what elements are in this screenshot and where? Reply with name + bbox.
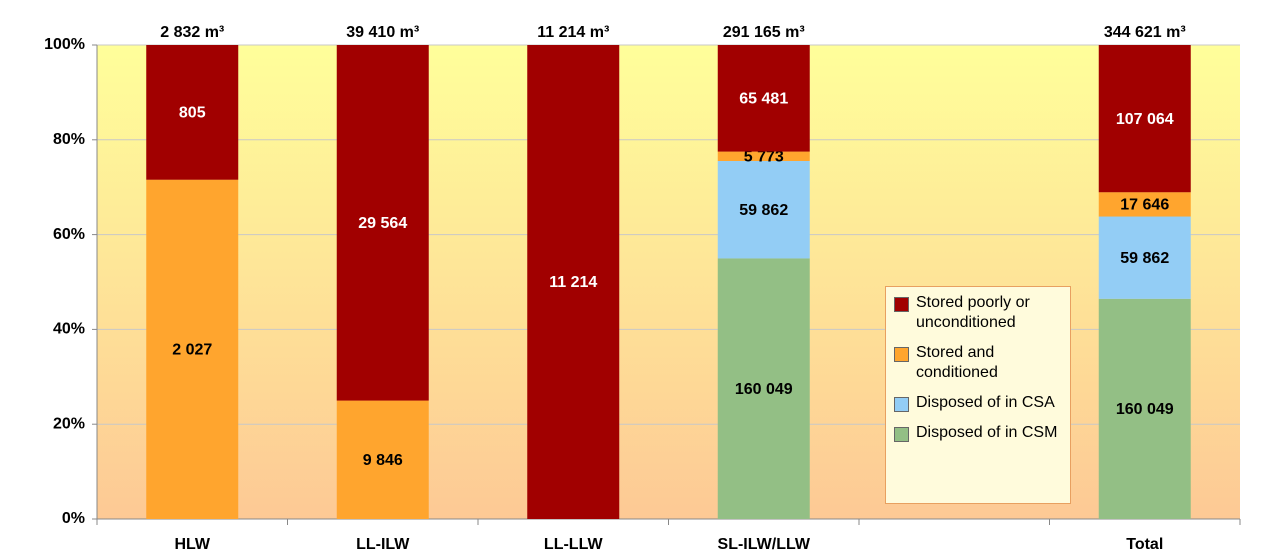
legend-item: Disposed of in CSA — [894, 393, 1062, 413]
legend-item: Stored poorly or unconditioned — [894, 293, 1062, 333]
data-label: 11 214 — [549, 274, 597, 291]
x-tick-label: Total — [1126, 536, 1163, 553]
bar-segment — [1098, 298, 1191, 519]
bar-segment — [1098, 216, 1191, 299]
data-label: 17 646 — [1120, 197, 1169, 214]
bar-segment — [1098, 192, 1191, 217]
data-label: 59 862 — [1120, 250, 1169, 267]
bar-segment — [146, 45, 239, 180]
legend-swatch — [894, 397, 909, 412]
bar-segment — [146, 179, 239, 519]
legend-swatch — [894, 347, 909, 362]
total-label: 291 165 m³ — [723, 24, 805, 41]
data-label: 5 773 — [744, 149, 784, 166]
bar-segment — [527, 45, 620, 519]
x-tick-label: HLW — [174, 536, 210, 553]
legend-item: Disposed of in CSM — [894, 423, 1062, 443]
legend-swatch — [894, 427, 909, 442]
data-label: 160 049 — [735, 381, 793, 398]
data-label: 805 — [179, 105, 206, 122]
total-label: 11 214 m³ — [537, 24, 609, 41]
data-label: 59 862 — [739, 202, 788, 219]
bar-segment — [336, 45, 429, 401]
bar-segment — [717, 160, 810, 259]
x-tick-label: LL-LLW — [544, 536, 604, 553]
legend-label: Disposed of in CSM — [916, 424, 1058, 441]
data-label: 29 564 — [358, 215, 407, 232]
legend: Stored poorly or unconditioned Stored and… — [885, 286, 1071, 504]
legend-label: Stored and conditioned — [916, 344, 998, 381]
data-label: 9 846 — [363, 452, 403, 469]
y-tick-label: 100% — [44, 36, 85, 53]
total-label: 2 832 m³ — [160, 24, 224, 41]
data-label: 65 481 — [739, 91, 788, 108]
bar-segment — [717, 258, 810, 519]
total-label: 39 410 m³ — [346, 24, 419, 41]
data-label: 107 064 — [1116, 111, 1174, 128]
legend-swatch — [894, 297, 909, 312]
y-tick-label: 0% — [62, 510, 85, 527]
legend-label: Disposed of in CSA — [916, 394, 1055, 411]
bar-segment — [1098, 45, 1191, 193]
x-tick-label: SL-ILW/LLW — [718, 536, 811, 553]
legend-item: Stored and conditioned — [894, 343, 1062, 383]
x-tick-label: LL-ILW — [356, 536, 410, 553]
data-label: 160 049 — [1116, 401, 1174, 418]
bar-segment — [717, 151, 810, 161]
y-tick-label: 60% — [53, 226, 85, 243]
y-tick-label: 40% — [53, 321, 85, 338]
data-label: 2 027 — [172, 342, 212, 359]
legend-label: Stored poorly or unconditioned — [916, 294, 1030, 331]
bar-segment — [336, 400, 429, 519]
total-label: 344 621 m³ — [1104, 24, 1186, 41]
bar-segment — [717, 45, 810, 152]
y-tick-label: 80% — [53, 131, 85, 148]
y-tick-label: 20% — [53, 415, 85, 432]
